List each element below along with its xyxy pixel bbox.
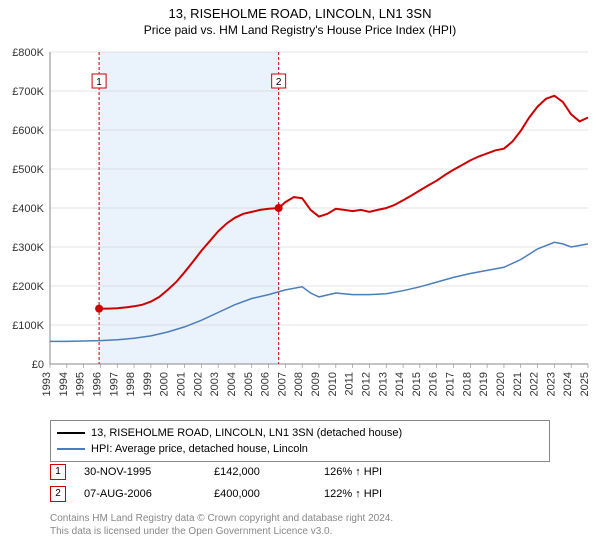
svg-text:2011: 2011 xyxy=(344,372,356,396)
legend-label-property: 13, RISEHOLME ROAD, LINCOLN, LN1 3SN (de… xyxy=(91,427,402,439)
svg-text:2019: 2019 xyxy=(478,372,490,396)
svg-text:£400K: £400K xyxy=(12,203,44,215)
sale-date-2: 07-AUG-2006 xyxy=(84,488,214,500)
svg-text:£700K: £700K xyxy=(12,86,44,98)
svg-text:1993: 1993 xyxy=(41,372,53,396)
sale-hpi-2: 122% ↑ HPI xyxy=(324,488,434,500)
svg-text:2016: 2016 xyxy=(428,372,440,396)
page-title: 13, RISEHOLME ROAD, LINCOLN, LN1 3SN xyxy=(0,0,600,21)
svg-text:1997: 1997 xyxy=(108,372,120,396)
sale-row-1: 1 30-NOV-1995 £142,000 126% ↑ HPI xyxy=(50,464,550,480)
svg-text:2024: 2024 xyxy=(562,372,574,396)
sale-hpi-1: 126% ↑ HPI xyxy=(324,466,434,478)
svg-text:2021: 2021 xyxy=(512,372,524,396)
legend-row-property: 13, RISEHOLME ROAD, LINCOLN, LN1 3SN (de… xyxy=(57,425,543,441)
legend-row-hpi: HPI: Average price, detached house, Linc… xyxy=(57,441,543,457)
sale-row-2: 2 07-AUG-2006 £400,000 122% ↑ HPI xyxy=(50,486,550,502)
svg-text:2002: 2002 xyxy=(192,372,204,396)
svg-text:1995: 1995 xyxy=(75,372,87,396)
svg-text:2004: 2004 xyxy=(226,372,238,396)
svg-text:1998: 1998 xyxy=(125,372,137,396)
svg-text:1994: 1994 xyxy=(58,372,70,396)
svg-text:2007: 2007 xyxy=(276,372,288,396)
svg-text:2: 2 xyxy=(276,77,282,88)
svg-text:£200K: £200K xyxy=(12,281,44,293)
sale-date-1: 30-NOV-1995 xyxy=(84,466,214,478)
footer-line-1: Contains HM Land Registry data © Crown c… xyxy=(50,512,550,525)
svg-text:2018: 2018 xyxy=(461,372,473,396)
svg-text:£300K: £300K xyxy=(12,242,44,254)
svg-text:1: 1 xyxy=(96,77,102,88)
footer-line-2: This data is licensed under the Open Gov… xyxy=(50,525,550,538)
sale-price-2: £400,000 xyxy=(214,488,324,500)
svg-text:£100K: £100K xyxy=(12,320,44,332)
sale-price-1: £142,000 xyxy=(214,466,324,478)
svg-text:2008: 2008 xyxy=(293,372,305,396)
svg-text:2022: 2022 xyxy=(529,372,541,396)
svg-text:£0: £0 xyxy=(32,359,44,371)
svg-text:2017: 2017 xyxy=(445,372,457,396)
footer: Contains HM Land Registry data © Crown c… xyxy=(50,512,550,538)
page-subtitle: Price paid vs. HM Land Registry's House … xyxy=(0,21,600,41)
svg-text:2023: 2023 xyxy=(545,372,557,396)
legend: 13, RISEHOLME ROAD, LINCOLN, LN1 3SN (de… xyxy=(50,420,550,462)
svg-text:2006: 2006 xyxy=(260,372,272,396)
legend-swatch-property xyxy=(57,432,85,434)
svg-text:2025: 2025 xyxy=(579,372,591,396)
svg-text:2014: 2014 xyxy=(394,372,406,396)
svg-text:2009: 2009 xyxy=(310,372,322,396)
svg-text:2005: 2005 xyxy=(243,372,255,396)
svg-text:£500K: £500K xyxy=(12,164,44,176)
svg-text:2000: 2000 xyxy=(159,372,171,396)
svg-text:2001: 2001 xyxy=(176,372,188,396)
svg-text:1999: 1999 xyxy=(142,372,154,396)
svg-text:£800K: £800K xyxy=(12,47,44,59)
legend-label-hpi: HPI: Average price, detached house, Linc… xyxy=(91,443,308,455)
price-chart: £0 £100K £200K £300K £400K £500K £600K £700K £80… xyxy=(0,44,600,414)
svg-text:2020: 2020 xyxy=(495,372,507,396)
legend-swatch-hpi xyxy=(57,448,85,450)
svg-text:£600K: £600K xyxy=(12,125,44,137)
sale-marker-2: 2 xyxy=(50,486,66,502)
svg-text:2015: 2015 xyxy=(411,372,423,396)
sale-marker-1: 1 xyxy=(50,464,66,480)
svg-text:2003: 2003 xyxy=(209,372,221,396)
svg-text:2010: 2010 xyxy=(327,372,339,396)
svg-text:2013: 2013 xyxy=(377,372,389,396)
svg-text:1996: 1996 xyxy=(91,372,103,396)
svg-text:2012: 2012 xyxy=(360,372,372,396)
